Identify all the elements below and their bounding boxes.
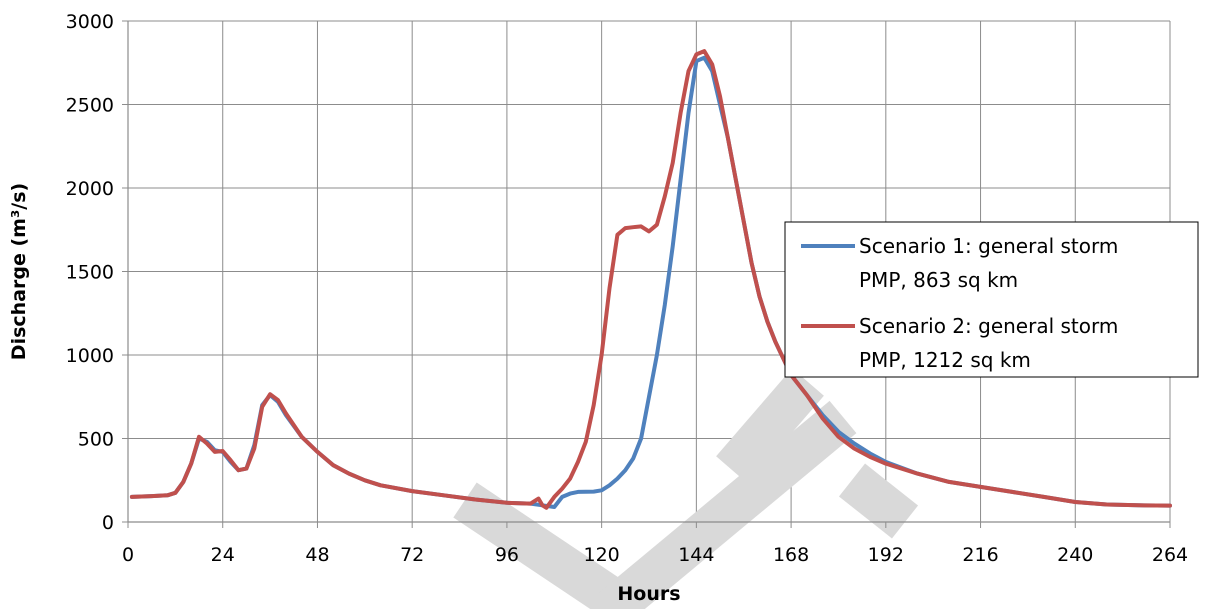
x-tick-label: 216 [962,544,998,566]
y-axis-title: Discharge (m³/s) [8,183,30,360]
x-tick-label: 240 [1057,544,1093,566]
y-tick-label: 3000 [66,11,114,33]
series-line-2 [129,49,1172,510]
x-tick-label: 96 [495,544,519,566]
x-tick-label: 144 [678,544,714,566]
x-tick-label: 72 [400,544,424,566]
watermark-stroke [598,400,857,609]
x-tick-label: 168 [773,544,809,566]
y-tick-label: 1500 [66,262,114,284]
tick-labels: 0 24 48 72 96 120 144 168 192 216 240 264 0 500 1000 15… [66,11,1188,566]
axes [122,20,1171,528]
y-tick-label: 0 [102,512,114,534]
x-tick-label: 192 [868,544,904,566]
x-axis-title: Hours [617,583,680,605]
legend-label-2: Scenario 2: general storm PMP, 1212 sq km [859,314,1118,372]
watermark [453,368,919,609]
x-tick-label: 120 [584,544,620,566]
x-tick-label: 264 [1152,544,1188,566]
x-tick-label: 24 [211,544,235,566]
y-tick-label: 2500 [66,95,114,117]
y-tick-label: 2000 [66,178,114,200]
watermark-stroke [838,463,919,539]
series-group [129,49,1172,510]
watermark-stroke [453,482,640,609]
legend-label-1: Scenario 1: general storm PMP, 863 sq km [859,234,1118,292]
x-tick-label: 48 [305,544,329,566]
y-tick-label: 1000 [66,345,114,367]
x-tick-label: 0 [122,544,134,566]
legend: Scenario 1: general storm PMP, 863 sq km S… [784,221,1199,378]
watermark-stroke [716,368,824,484]
y-tick-label: 500 [78,429,114,451]
